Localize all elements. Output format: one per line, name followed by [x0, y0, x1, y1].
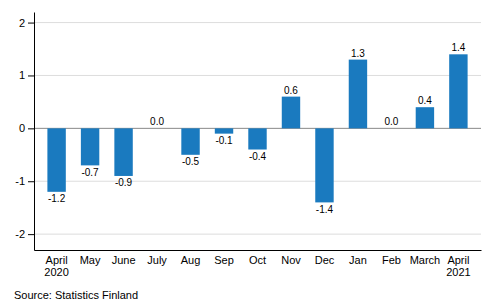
y-tick-label: -1 — [15, 175, 25, 187]
x-tick-label: May — [80, 254, 101, 266]
y-tick-mark — [28, 128, 34, 129]
grid-line — [34, 234, 481, 235]
x-tick-label-line: 2021 — [446, 266, 470, 278]
y-tick: 0 — [19, 122, 34, 134]
bars — [47, 54, 467, 202]
x-tick: Sep — [214, 254, 234, 266]
x-tick: April2021 — [446, 254, 470, 279]
data-label: 0.4 — [418, 95, 432, 106]
x-tick: May — [80, 254, 101, 266]
data-label: -0.5 — [182, 156, 200, 167]
plot: -2-1012April2020MayJuneJulyAugSepOctNovD… — [15, 13, 481, 279]
grid-line — [34, 75, 481, 76]
x-tick-label-line: April — [447, 254, 469, 266]
x-tick-label-line: May — [80, 254, 101, 266]
data-label: -1.4 — [316, 204, 334, 215]
bar — [282, 97, 300, 129]
x-tick-label: Nov — [281, 254, 301, 266]
x-axis-line — [35, 250, 482, 251]
x-tick-label-line: Oct — [249, 254, 266, 266]
x-tick: Feb — [382, 254, 401, 266]
y-tick-label: 0 — [19, 122, 25, 134]
chart: -2-1012April2020MayJuneJulyAugSepOctNovD… — [0, 0, 493, 304]
y-tick: -2 — [15, 228, 34, 240]
grid-line — [34, 22, 481, 23]
x-tick: Jan — [349, 254, 367, 266]
bar — [248, 128, 266, 149]
x-tick-label-line: 2020 — [44, 266, 68, 278]
x-tick-label: July — [147, 254, 167, 266]
x-axis: April2020MayJuneJulyAugSepOctNovDecJanFe… — [35, 251, 482, 279]
x-tick-label-line: July — [147, 254, 167, 266]
bar — [416, 107, 434, 128]
y-tick: 2 — [19, 17, 34, 29]
bar — [81, 128, 99, 165]
y-tick: 1 — [19, 69, 34, 81]
y-tick-mark — [28, 181, 34, 182]
x-tick: March — [410, 254, 441, 266]
x-tick-label-line: Dec — [315, 254, 335, 266]
y-tick-mark — [28, 234, 34, 235]
x-tick: Nov — [281, 254, 301, 266]
x-tick-label: April2020 — [44, 254, 68, 279]
x-tick-label-line: Aug — [181, 254, 201, 266]
x-tick-label-line: April — [46, 254, 68, 266]
bar — [47, 128, 65, 191]
bar — [315, 128, 333, 202]
y-tick-label: 1 — [19, 69, 25, 81]
data-label: -1.2 — [48, 193, 66, 204]
x-tick-label-line: June — [112, 254, 136, 266]
x-tick-label: June — [112, 254, 136, 266]
data-label: -0.1 — [215, 135, 233, 146]
y-tick-mark — [28, 75, 34, 76]
bar — [349, 60, 367, 129]
bar — [215, 128, 233, 133]
data-label: 1.4 — [451, 42, 465, 53]
x-tick-label-line: Sep — [214, 254, 234, 266]
x-tick-label: Dec — [315, 254, 335, 266]
data-label: -0.9 — [115, 177, 133, 188]
x-tick-label: Oct — [249, 254, 266, 266]
x-tick: April2020 — [44, 254, 68, 279]
x-tick: Aug — [181, 254, 201, 266]
data-label: 1.3 — [351, 48, 365, 59]
data-label: -0.4 — [249, 151, 267, 162]
data-label: -0.7 — [81, 167, 99, 178]
bar — [114, 128, 132, 176]
x-tick-label: Jan — [349, 254, 367, 266]
x-tick: June — [112, 254, 136, 266]
x-tick-label: Sep — [214, 254, 234, 266]
x-tick: July — [147, 254, 167, 266]
grid — [34, 23, 481, 235]
x-tick-label-line: Nov — [281, 254, 301, 266]
y-tick-label: 2 — [19, 17, 25, 29]
data-labels: -1.2 -0.7 -0.9 0.0 -0.5 -0.1 -0.4 0.6 -1.4 1.3 0.0… — [48, 42, 466, 214]
bar — [449, 54, 467, 128]
y-tick-label: -2 — [15, 228, 25, 240]
data-label: 0.0 — [150, 116, 164, 127]
x-tick: Dec — [315, 254, 335, 266]
y-axis: -2 -1 0 1 2 — [15, 13, 34, 251]
grid-line — [34, 181, 481, 182]
x-tick: Oct — [249, 254, 266, 266]
y-tick: -1 — [15, 175, 34, 187]
x-tick-label: April2021 — [446, 254, 470, 279]
x-tick-label-line: Feb — [382, 254, 401, 266]
y-tick-mark — [28, 23, 34, 24]
y-axis-line — [34, 13, 35, 251]
data-label: 0.0 — [384, 116, 398, 127]
x-tick-label: March — [410, 254, 441, 266]
x-tick-label-line: March — [410, 254, 441, 266]
x-tick-label-line: Jan — [349, 254, 367, 266]
annotation: Source: Statistics Finland — [14, 289, 138, 301]
data-label: 0.6 — [284, 85, 298, 96]
bar — [382, 128, 400, 129]
x-tick-label: Aug — [181, 254, 201, 266]
x-tick-label: Feb — [382, 254, 401, 266]
bar — [148, 128, 166, 129]
bar — [181, 128, 199, 154]
